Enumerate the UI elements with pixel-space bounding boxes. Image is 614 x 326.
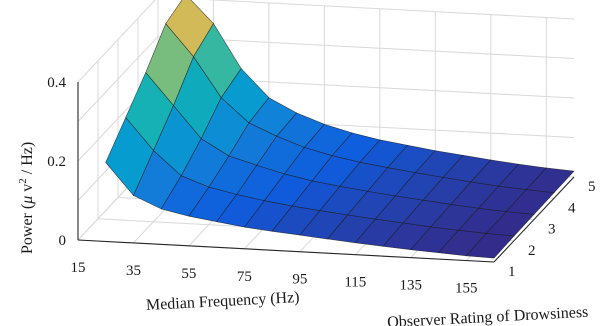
y-axis-label: Observer Rating of Drowsiness (387, 304, 589, 326)
grid-line-z (77, 35, 575, 122)
x-tick-label: 115 (344, 275, 366, 291)
y-tick-label: 1 (508, 264, 516, 280)
surface-plot (105, 0, 575, 259)
x-tick-label: 35 (126, 263, 141, 279)
x-tick-label: 75 (237, 269, 252, 285)
surface-patch (465, 233, 515, 259)
y-tick-label: 2 (528, 243, 536, 259)
y-axis-line (493, 176, 575, 263)
grid-line-z (77, 0, 575, 83)
z-tick-label: 0.4 (47, 75, 66, 91)
x-axis-label: Median Frequency (Hz) (146, 289, 300, 314)
x-tick-label: 55 (181, 266, 196, 282)
y-tick-label: 3 (548, 222, 556, 238)
z-axis-label: Power (μ v2 / Hz) (17, 142, 36, 254)
x-axis-line (77, 239, 495, 263)
z-tick-label: 0 (59, 233, 67, 249)
y-tick-label: 5 (588, 179, 596, 195)
z-tick-label: 0.2 (47, 154, 66, 170)
y-tick-label: 4 (568, 200, 576, 216)
x-tick-label: 135 (400, 278, 423, 294)
x-tick-label: 95 (292, 272, 307, 288)
x-tick-label: 155 (455, 281, 478, 297)
x-tick-label: 15 (71, 260, 86, 276)
